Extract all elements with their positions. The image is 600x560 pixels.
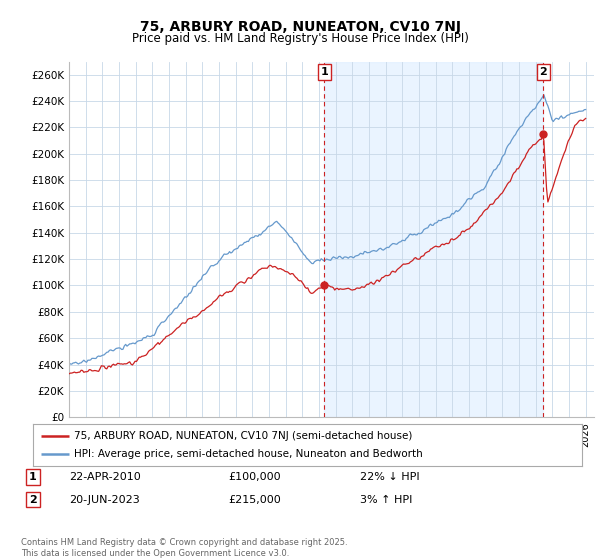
Text: 22-APR-2010: 22-APR-2010 — [69, 472, 141, 482]
Text: 75, ARBURY ROAD, NUNEATON, CV10 7NJ: 75, ARBURY ROAD, NUNEATON, CV10 7NJ — [139, 20, 461, 34]
Text: 75, ARBURY ROAD, NUNEATON, CV10 7NJ (semi-detached house): 75, ARBURY ROAD, NUNEATON, CV10 7NJ (sem… — [74, 431, 413, 441]
Text: 1: 1 — [29, 472, 37, 482]
Text: £215,000: £215,000 — [228, 494, 281, 505]
Text: 2: 2 — [29, 494, 37, 505]
Text: 2: 2 — [539, 67, 547, 77]
Text: £100,000: £100,000 — [228, 472, 281, 482]
Text: HPI: Average price, semi-detached house, Nuneaton and Bedworth: HPI: Average price, semi-detached house,… — [74, 449, 423, 459]
Text: Price paid vs. HM Land Registry's House Price Index (HPI): Price paid vs. HM Land Registry's House … — [131, 32, 469, 45]
Bar — [324, 62, 544, 417]
Text: 3% ↑ HPI: 3% ↑ HPI — [360, 494, 412, 505]
Text: 1: 1 — [320, 67, 328, 77]
Text: 20-JUN-2023: 20-JUN-2023 — [69, 494, 140, 505]
Text: 22% ↓ HPI: 22% ↓ HPI — [360, 472, 419, 482]
Text: Contains HM Land Registry data © Crown copyright and database right 2025.
This d: Contains HM Land Registry data © Crown c… — [21, 538, 347, 558]
